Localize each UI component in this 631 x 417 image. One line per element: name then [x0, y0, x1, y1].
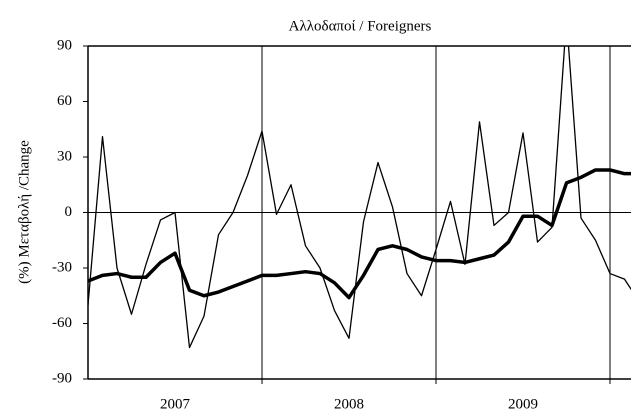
y-tick-label: -30: [52, 259, 72, 275]
x-tick-label: 2009: [508, 396, 538, 412]
chart-title: Αλλοδαποί / Foreigners: [289, 18, 432, 34]
x-tick-label: 2007: [160, 396, 191, 412]
plot: [88, 46, 631, 349]
y-axis-label: (%) Μεταβολή /Change: [16, 140, 32, 284]
x-tick-label: 2008: [334, 396, 364, 412]
y-tick-label: 90: [57, 37, 72, 53]
y-tick-label: 30: [57, 148, 72, 164]
y-tick-label: 0: [65, 204, 73, 220]
grid: [88, 46, 631, 379]
frame: [83, 45, 631, 384]
y-tick-label: -90: [52, 370, 72, 386]
series-line: [88, 46, 631, 349]
y-tick-label: 60: [57, 93, 72, 109]
series-line: [88, 168, 631, 300]
y-tick-label: -60: [52, 315, 72, 331]
